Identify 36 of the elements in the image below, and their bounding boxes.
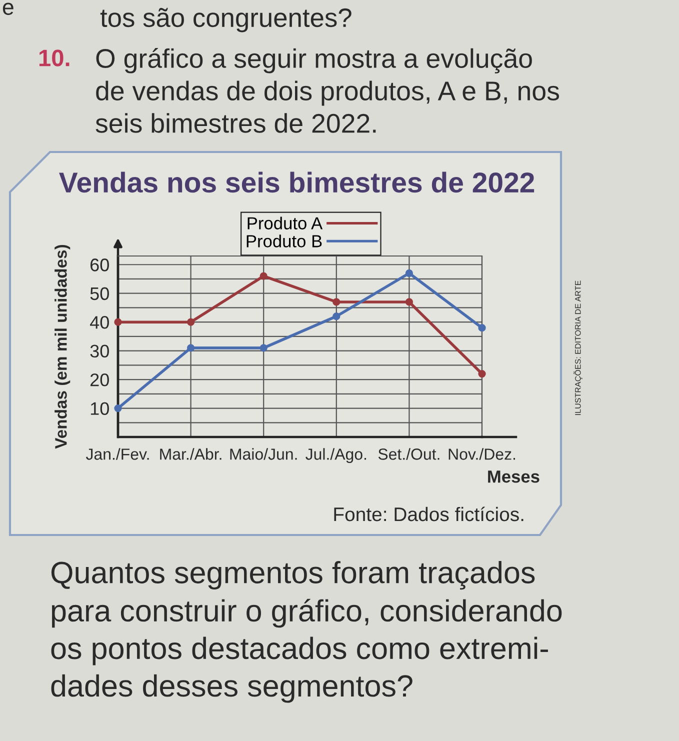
x-tick-label: Set./Out. (378, 448, 440, 460)
point (332, 298, 340, 306)
point (260, 272, 268, 280)
legend-label: Produto A (248, 216, 323, 230)
x-tick-label: Jan./Fev. (86, 448, 149, 460)
y-tick-label: 30 (90, 344, 109, 358)
legend-label: Produto B (246, 234, 322, 248)
x-tick-label: Jul./Ago. (306, 448, 366, 463)
text: Quantos segmentos foram traçados para construir o gráfico, considerando os pontos destacados como extremi- dades desses segmentos? (51, 561, 562, 703)
point (186, 318, 195, 326)
x-tick-label: Mar./Abr. (160, 448, 222, 460)
point (478, 370, 486, 378)
point (260, 344, 268, 352)
point (332, 312, 340, 320)
x-tick-label: Nov./Dez. (448, 448, 516, 460)
point (405, 269, 414, 278)
y-tick-label: 10 (90, 402, 109, 415)
source-note: Fonte: Dados fictícios. (334, 506, 524, 522)
text: O gráfico a seguir mostra a evolução de vendas de dois produtos, A e B, nos seis bimestres de 2022. (96, 48, 560, 133)
point (405, 298, 414, 306)
point (478, 324, 486, 332)
point (114, 404, 122, 412)
y-tick-label: 20 (90, 373, 109, 386)
x-axis-title: Meses (488, 470, 540, 483)
x-tick-label: Maio/Jun. (230, 448, 297, 460)
y-tick-label: 50 (90, 287, 109, 300)
y-tick-label: 40 (90, 316, 109, 329)
text: e (2, 2, 14, 15)
text: 10. (39, 50, 70, 66)
chart-title: Vendas nos seis bimestres de 2022 (59, 172, 534, 193)
text: ILUSTRAÇÕES: EDITORIA DE ARTE (574, 280, 582, 415)
y-axis-title: Vendas (em mil unidades) (54, 244, 70, 449)
text: tos são congruentes? (100, 8, 352, 32)
point (114, 318, 122, 326)
point (186, 344, 195, 352)
y-tick-label: 60 (90, 258, 109, 272)
